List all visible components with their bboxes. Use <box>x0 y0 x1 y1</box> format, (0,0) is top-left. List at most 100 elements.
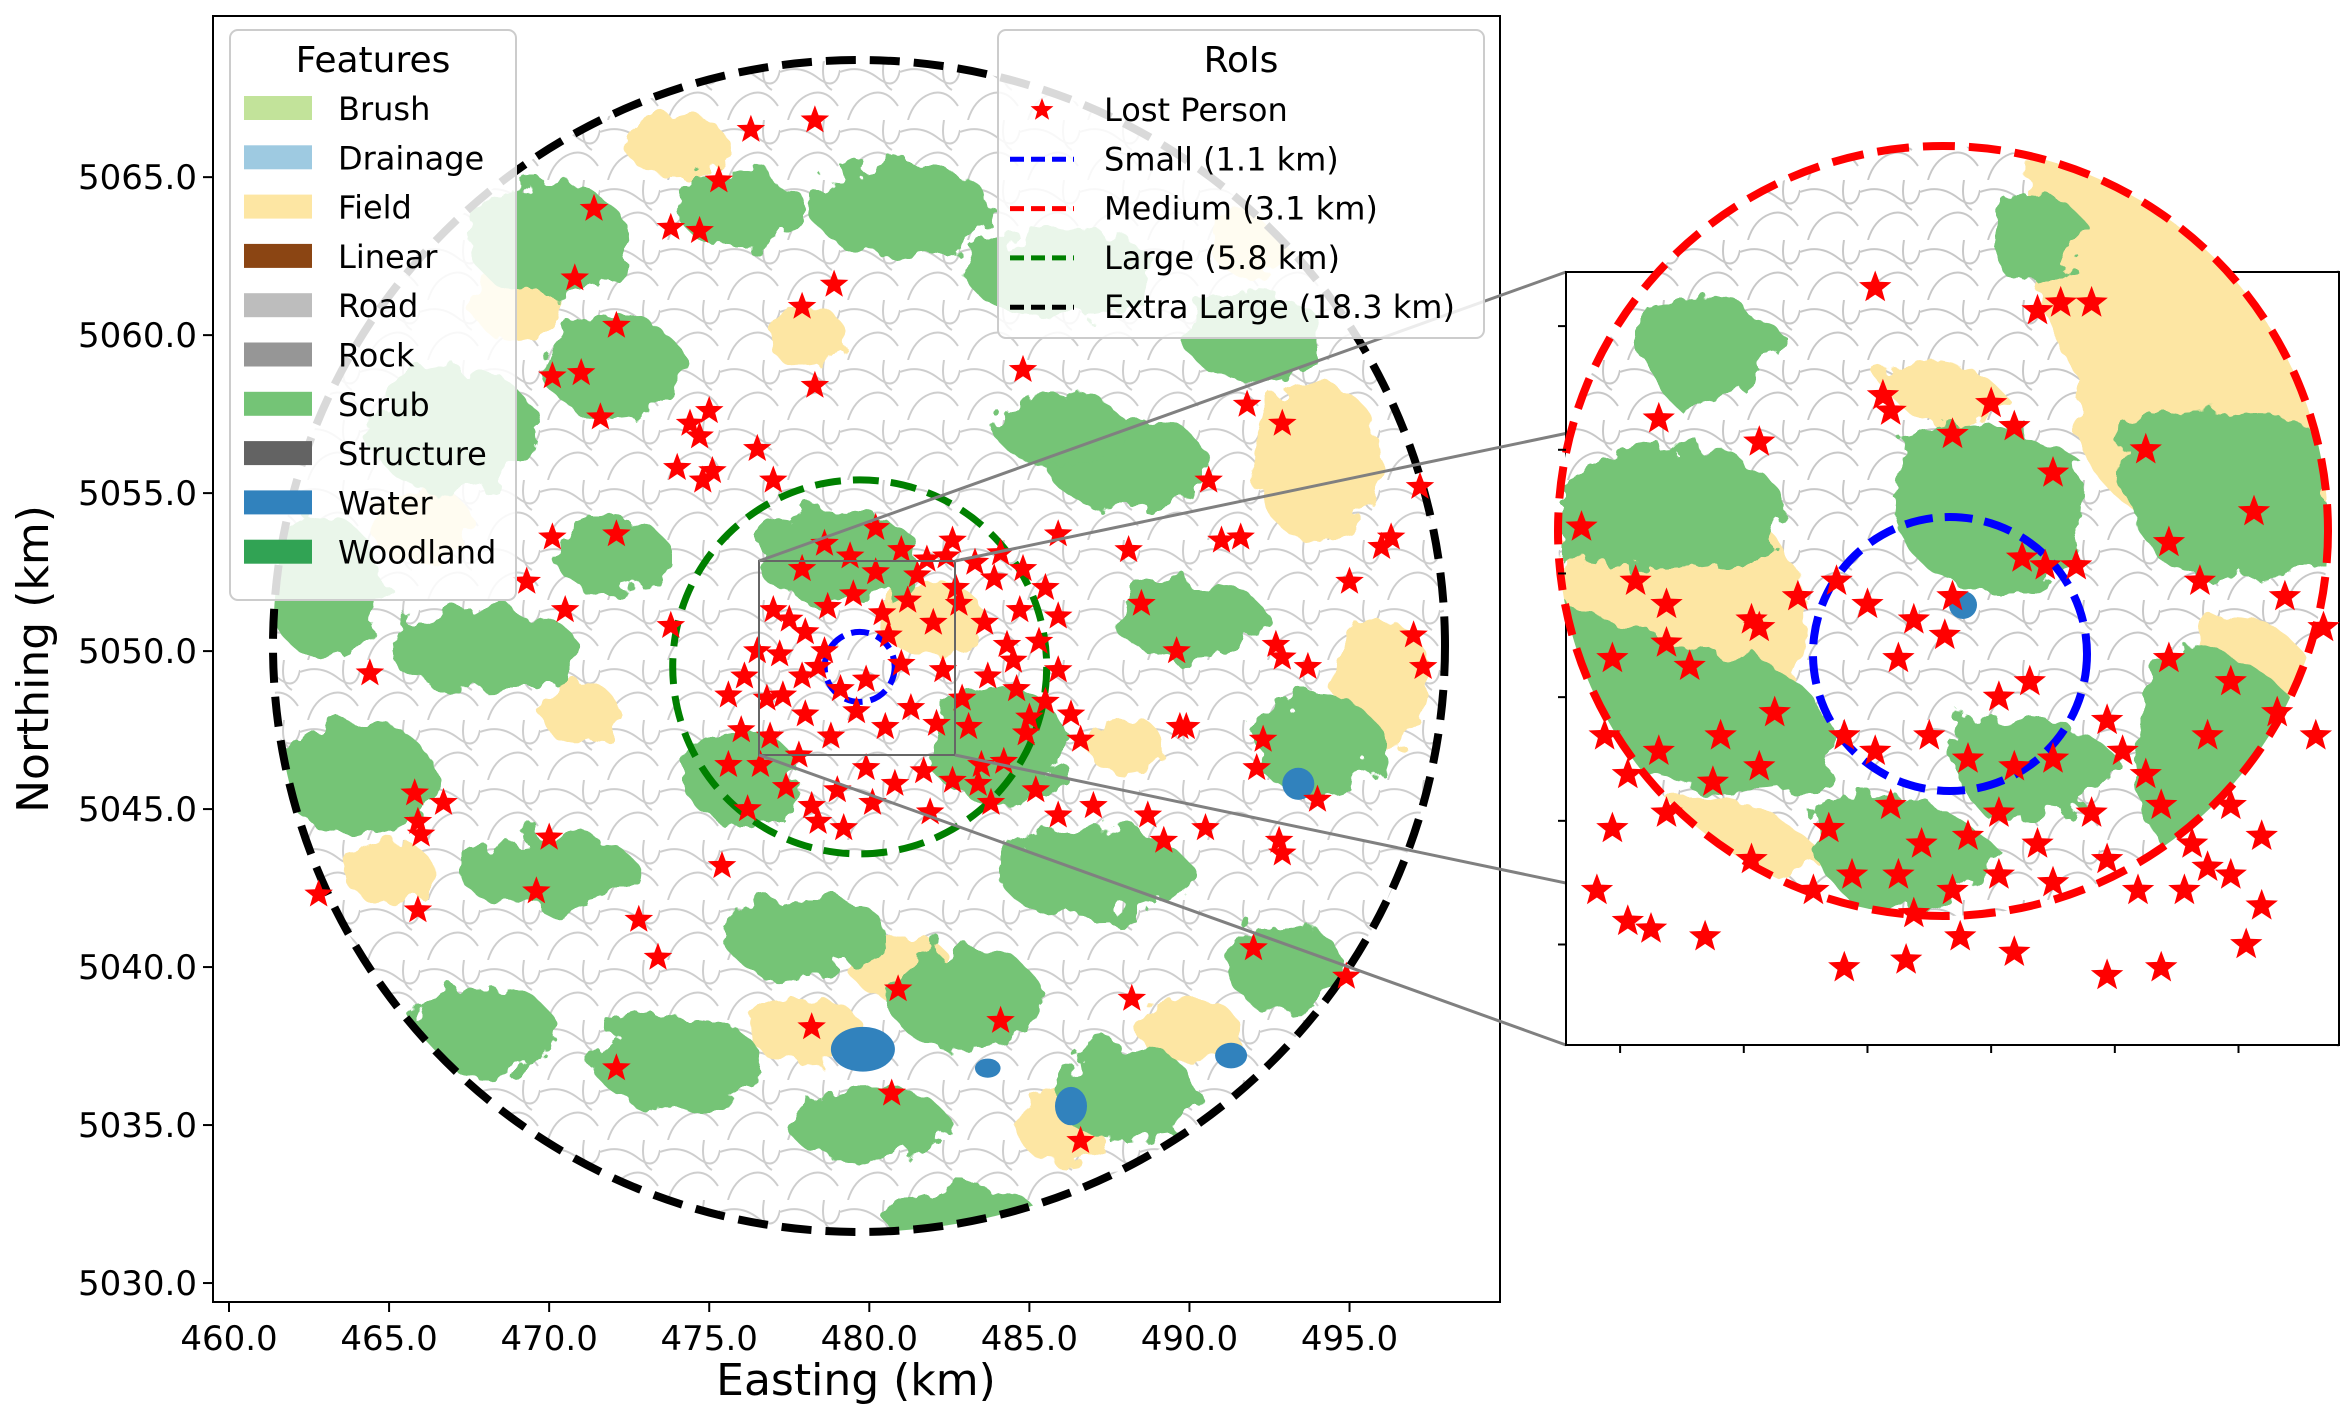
lost-person-star <box>602 519 631 547</box>
lost-person-star <box>1114 535 1143 563</box>
lost-person-star <box>938 525 967 553</box>
lost-person-star <box>1031 686 1060 714</box>
lost-person-star <box>566 358 596 386</box>
legend-label: Lost Person <box>1104 91 1288 129</box>
lost-person-star <box>791 699 820 727</box>
inset-lost-person-star <box>1619 564 1652 595</box>
lost-person-star <box>1242 753 1271 781</box>
inset-lost-person-star <box>1828 950 1861 982</box>
lost-person-star <box>602 1053 631 1081</box>
lost-person-star <box>803 651 833 679</box>
lost-person-star <box>944 588 974 616</box>
inset-small-circle <box>1809 513 2091 795</box>
zoom-region-box <box>758 560 956 756</box>
lost-person-star <box>887 535 916 563</box>
legend-swatch <box>244 342 312 367</box>
inset-lost-person-star <box>1689 919 1722 951</box>
lost-person-star <box>1079 790 1108 819</box>
lost-person-star <box>1399 620 1428 648</box>
lost-person-star <box>400 778 429 806</box>
lost-person-star <box>851 753 881 781</box>
lost-person-star <box>1149 825 1179 853</box>
lost-person-star <box>538 522 567 550</box>
inset-lost-person-star <box>2090 703 2124 735</box>
lost-person-star <box>877 1078 906 1106</box>
lost-person-star <box>880 768 910 796</box>
legend-label: Medium (3.1 km) <box>1104 190 1378 228</box>
lost-person-star <box>1011 718 1041 746</box>
inset-lost-person-star <box>2237 494 2271 526</box>
inset-lost-person-star <box>1781 579 1815 611</box>
x-tick-label: 460.0 <box>180 1319 277 1359</box>
lost-person-star <box>858 787 887 815</box>
lost-person-star <box>826 674 855 702</box>
inset-lost-person-star <box>1944 919 1977 951</box>
lost-person-star <box>909 756 938 784</box>
inset-lost-person-star <box>1650 587 1683 619</box>
lost-person-star <box>560 263 589 291</box>
lost-person-star <box>743 636 772 664</box>
legend-label: Rock <box>338 337 415 375</box>
lost-person-star <box>1194 465 1223 493</box>
lost-person-star <box>755 721 785 749</box>
inset-lost-person-star <box>2152 525 2186 557</box>
lost-person-star <box>512 566 541 594</box>
inset-lost-person-star <box>1882 857 1915 889</box>
inset-lost-person-star <box>2036 865 2070 897</box>
lost-person-star <box>947 683 977 711</box>
lost-person-star <box>579 193 609 221</box>
lost-person-star <box>1232 389 1262 417</box>
legend-swatch <box>244 96 312 120</box>
lost-person-star <box>522 876 551 904</box>
lost-person-star <box>403 806 433 834</box>
y-axis-title: Northing (km) <box>8 505 59 813</box>
lost-person-star <box>704 165 734 193</box>
inset-lost-person-star <box>2191 718 2224 750</box>
inset-lost-person-star <box>1642 734 1675 765</box>
inset-lost-person-star <box>2044 285 2077 317</box>
water-layer <box>830 767 1315 1126</box>
inset-lost-person-star <box>2245 888 2278 920</box>
x-tick-label: 485.0 <box>981 1319 1078 1359</box>
inset-lost-person-star <box>2090 958 2124 990</box>
inset-lost-person-star <box>1650 796 1683 827</box>
inset-lost-person-star <box>2021 827 2054 858</box>
lost-person-star <box>874 620 903 648</box>
inset-lost-person-star <box>2214 664 2247 696</box>
inset-lost-person-star <box>1874 394 1907 425</box>
lost-person-star <box>538 361 567 389</box>
lost-person-star <box>355 658 385 686</box>
lost-person-star <box>842 696 871 724</box>
legend-label: Brush <box>338 90 430 128</box>
y-tick-label: 5050.0 <box>78 632 197 672</box>
y-tick-label: 5065.0 <box>78 158 197 198</box>
lost-person-markers <box>304 105 1438 1153</box>
lost-person-star <box>736 114 766 142</box>
legend-label: Linear <box>338 238 438 276</box>
lost-person-star <box>727 715 756 743</box>
legend-label: Large (5.8 km) <box>1104 239 1340 277</box>
inset-lost-person-star <box>1820 564 1853 595</box>
inset-lost-person-star <box>2214 788 2247 820</box>
lost-person-star <box>663 452 692 480</box>
lost-person-star <box>829 813 858 841</box>
lost-person-star <box>1405 471 1435 499</box>
lost-person-star <box>1268 838 1297 866</box>
inset-lost-person-star <box>2214 857 2247 889</box>
y-tick-label: 5030.0 <box>78 1264 197 1304</box>
lost-person-star <box>550 595 580 623</box>
lost-person-star <box>970 607 999 635</box>
lost-person-star <box>931 541 961 569</box>
inset-lost-person-star <box>1928 618 1961 650</box>
lost-person-star <box>992 629 1022 657</box>
lost-person-star <box>768 680 798 708</box>
lost-person-star <box>784 740 814 768</box>
lost-person-star <box>896 693 926 721</box>
inset-lost-person-star <box>2152 641 2186 673</box>
lost-person-star <box>759 465 788 493</box>
lost-person-star <box>1335 566 1364 594</box>
legend-label: Scrub <box>338 386 430 424</box>
legend-swatch <box>244 243 312 268</box>
inset-lost-person-star <box>2090 842 2124 874</box>
lost-person-star <box>938 765 967 793</box>
